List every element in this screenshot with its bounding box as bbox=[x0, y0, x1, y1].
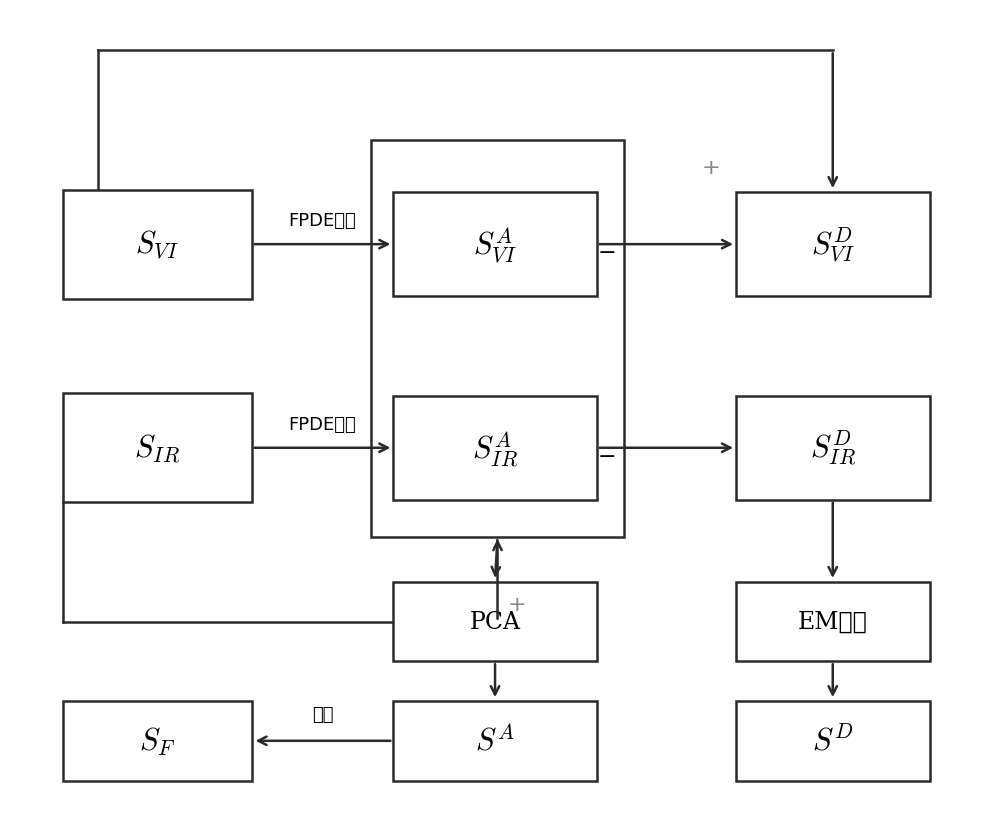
Text: FPDE分解: FPDE分解 bbox=[289, 416, 356, 433]
Bar bbox=[736, 396, 930, 500]
Bar bbox=[63, 393, 252, 503]
Bar bbox=[63, 701, 252, 781]
Text: $S_{VI}^{D}$: $S_{VI}^{D}$ bbox=[811, 225, 855, 264]
Text: FPDE分解: FPDE分解 bbox=[289, 212, 356, 230]
Text: 重构: 重构 bbox=[312, 705, 333, 723]
Text: $S_{F}$: $S_{F}$ bbox=[139, 724, 176, 757]
Text: $S^{A}$: $S^{A}$ bbox=[475, 725, 515, 757]
Text: +: + bbox=[508, 594, 527, 614]
Text: $S_{VI}^{A}$: $S_{VI}^{A}$ bbox=[473, 225, 517, 265]
Text: $S^{D}$: $S^{D}$ bbox=[812, 725, 854, 757]
Bar bbox=[371, 141, 624, 537]
Text: $S_{IR}^{A}$: $S_{IR}^{A}$ bbox=[472, 428, 518, 468]
Text: $S_{IR}$: $S_{IR}$ bbox=[134, 432, 180, 465]
Text: EM算法: EM算法 bbox=[798, 610, 868, 633]
Text: −: − bbox=[598, 243, 616, 262]
Bar bbox=[736, 193, 930, 297]
Bar bbox=[393, 701, 597, 781]
Bar bbox=[393, 396, 597, 500]
Text: $S_{IR}^{D}$: $S_{IR}^{D}$ bbox=[810, 429, 856, 468]
Text: −: − bbox=[598, 446, 616, 466]
Bar bbox=[736, 701, 930, 781]
Bar bbox=[63, 190, 252, 300]
Bar bbox=[736, 582, 930, 662]
Text: +: + bbox=[702, 158, 720, 178]
Text: $S_{VI}$: $S_{VI}$ bbox=[135, 229, 179, 261]
Text: PCA: PCA bbox=[470, 610, 521, 633]
Bar bbox=[393, 193, 597, 297]
Bar bbox=[393, 582, 597, 662]
